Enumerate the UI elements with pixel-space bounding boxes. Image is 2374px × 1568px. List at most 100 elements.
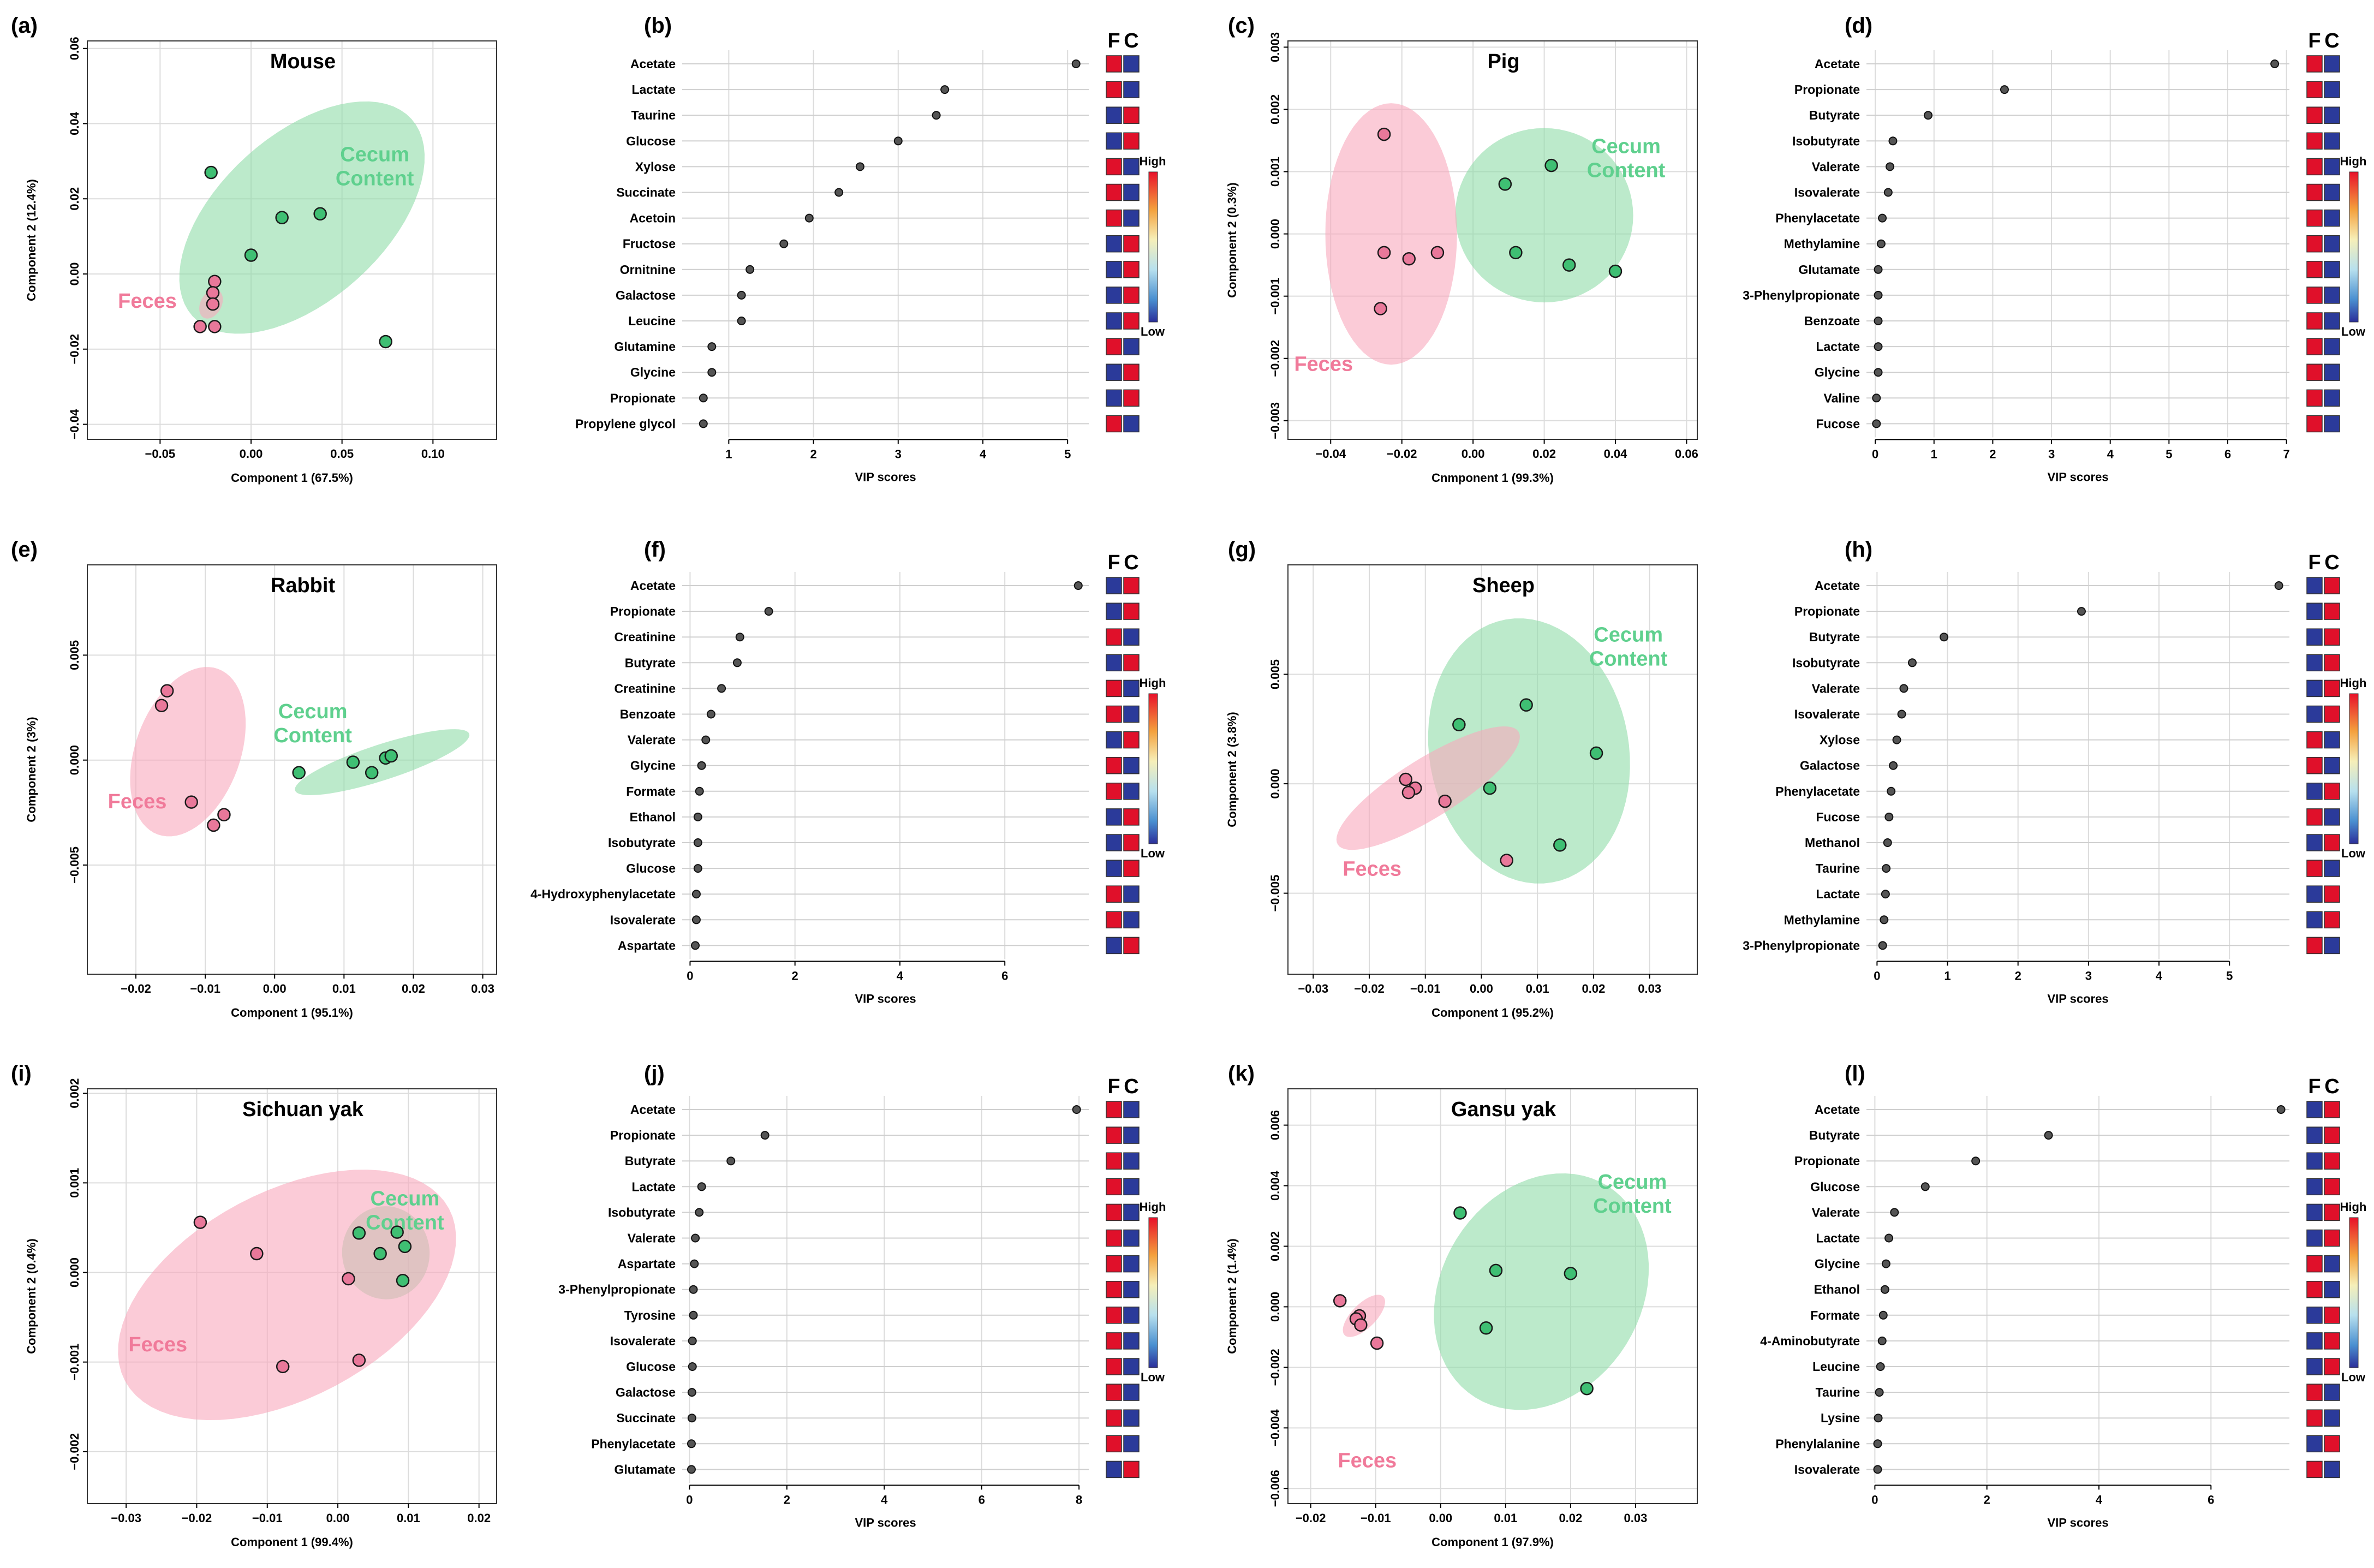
x-tick-label: 2 bbox=[784, 1493, 790, 1506]
fc-box-f bbox=[2306, 937, 2323, 955]
metabolite-label: Phenylalanine bbox=[1775, 1436, 1860, 1451]
vip-point bbox=[932, 111, 941, 120]
fc-box-f bbox=[2306, 783, 2323, 800]
metabolite-label: Ethanol bbox=[630, 810, 676, 824]
vip-point bbox=[1882, 864, 1891, 873]
metabolite-label: Propionate bbox=[1794, 604, 1860, 618]
vip-point bbox=[2000, 85, 2009, 94]
vip-point bbox=[1877, 1336, 1887, 1345]
legend-colorbar bbox=[2349, 693, 2359, 844]
legend-high-label: High bbox=[2340, 154, 2367, 168]
x-tick-label: 0.01 bbox=[332, 982, 356, 995]
fc-box-c bbox=[2324, 338, 2340, 355]
fc-box-f bbox=[2306, 911, 2323, 929]
fc-box-c bbox=[1123, 261, 1140, 278]
y-axis-label: Component 2 (1.4%) bbox=[1225, 1238, 1239, 1354]
fc-box-f bbox=[1106, 705, 1122, 723]
metabolite-label: Acetate bbox=[1815, 57, 1860, 71]
chart-title: Rabbit bbox=[271, 574, 336, 597]
panel-j: (j) Acetate Propionate Butyrate Lactate Isobu… bbox=[558, 1062, 1166, 1529]
fc-box-c bbox=[1123, 363, 1140, 381]
vip-point bbox=[691, 890, 701, 899]
fc-box-f bbox=[1106, 834, 1122, 851]
panel-letter: (d) bbox=[1845, 14, 1872, 38]
x-tick-label: 0 bbox=[1872, 447, 1878, 461]
vip-point bbox=[697, 761, 706, 770]
feces-point bbox=[1354, 1318, 1368, 1332]
legend-low-label: Low bbox=[1141, 325, 1165, 338]
fc-box-f bbox=[1106, 209, 1122, 227]
feces-point bbox=[1500, 854, 1513, 867]
fc-box-f bbox=[2306, 1460, 2323, 1478]
fc-box-c bbox=[2324, 628, 2340, 646]
fc-box-f bbox=[1106, 183, 1122, 201]
y-axis-label: Component 2 (3.8%) bbox=[1225, 712, 1239, 827]
vip-point bbox=[1899, 684, 1908, 693]
metabolite-label: Glucose bbox=[626, 1360, 676, 1374]
x-axis-label: VIP scores bbox=[2047, 470, 2108, 484]
metabolite-label: Leucine bbox=[1812, 1360, 1860, 1374]
vip-point bbox=[1897, 710, 1906, 719]
fc-box-f bbox=[1106, 55, 1122, 73]
feces-point bbox=[217, 808, 231, 821]
x-tick-label: 5 bbox=[2226, 969, 2233, 982]
vip-point bbox=[690, 1259, 699, 1268]
fc-box-f bbox=[2306, 183, 2323, 201]
y-tick-label: −0.002 bbox=[68, 1433, 81, 1470]
fc-box-c bbox=[2324, 911, 2340, 929]
cecum-point bbox=[292, 766, 306, 780]
fc-box-c bbox=[1123, 1358, 1140, 1375]
metabolite-label: Formate bbox=[1810, 1308, 1860, 1322]
y-tick-label: 0.005 bbox=[1268, 659, 1282, 689]
cecum-ellipse bbox=[1434, 1173, 1649, 1410]
panel-letter: (f) bbox=[644, 538, 666, 562]
metabolite-label: Succinate bbox=[616, 1411, 676, 1425]
fc-box-c bbox=[1123, 1384, 1140, 1401]
legend-colorbar bbox=[1148, 1217, 1158, 1368]
feces-point bbox=[208, 320, 222, 333]
y-axis-label: Component 2 (12.4%) bbox=[25, 179, 38, 301]
vip-point bbox=[1887, 786, 1896, 796]
fc-box-f bbox=[2306, 603, 2323, 620]
vip-point bbox=[707, 368, 717, 377]
fc-box-f bbox=[1106, 1152, 1122, 1170]
y-tick-label: −0.004 bbox=[1268, 1409, 1282, 1447]
metabolite-label: Propionate bbox=[610, 391, 676, 405]
fc-box-c bbox=[2324, 1409, 2340, 1427]
fc-box-c bbox=[1123, 287, 1140, 304]
fc-box-f bbox=[1106, 1358, 1122, 1375]
panel-l: (l) Acetate Butyrate Propionate Glucose Valer… bbox=[1760, 1062, 2366, 1529]
fc-box-f bbox=[1106, 1332, 1122, 1350]
feces-point bbox=[207, 818, 220, 832]
fc-box-f bbox=[2306, 1178, 2323, 1196]
feces-point bbox=[206, 286, 220, 300]
fc-box-f bbox=[2306, 1152, 2323, 1170]
metabolite-label: Butyrate bbox=[1809, 108, 1860, 122]
metabolite-label: Propionate bbox=[610, 604, 676, 618]
fc-box-f bbox=[1106, 235, 1122, 253]
vip-point bbox=[804, 213, 814, 223]
metabolite-label: Acetate bbox=[1815, 1102, 1860, 1117]
panel-g: (g) −0.03 −0.02 −0.01 0.00 0.01 0.02 0.03 −0.005… bbox=[1225, 538, 1698, 1020]
cecum-point bbox=[244, 248, 258, 262]
metabolite-label: Taurine bbox=[1816, 1385, 1860, 1399]
vip-point bbox=[689, 1310, 698, 1320]
fc-box-c bbox=[1123, 1178, 1140, 1196]
metabolite-label: Ornitnine bbox=[620, 263, 676, 277]
y-tick-label: 0.02 bbox=[68, 187, 81, 211]
fc-box-f bbox=[2306, 158, 2323, 176]
fc-box-c bbox=[2324, 132, 2340, 150]
cecum-label-line2: Content bbox=[366, 1211, 444, 1234]
metabolite-label: Methylamine bbox=[1784, 913, 1860, 927]
vip-point bbox=[687, 1388, 696, 1397]
legend-high-label: High bbox=[1140, 1200, 1166, 1214]
x-tick-label: 2 bbox=[2015, 969, 2021, 982]
metabolite-label: Creatinine bbox=[615, 681, 676, 695]
metabolite-label: Valine bbox=[1824, 391, 1860, 405]
fc-box-f bbox=[1106, 363, 1122, 381]
feces-point bbox=[1370, 1336, 1384, 1350]
vip-point bbox=[764, 607, 773, 616]
fc-box-f bbox=[2306, 628, 2323, 646]
fc-box-c bbox=[1123, 705, 1140, 723]
